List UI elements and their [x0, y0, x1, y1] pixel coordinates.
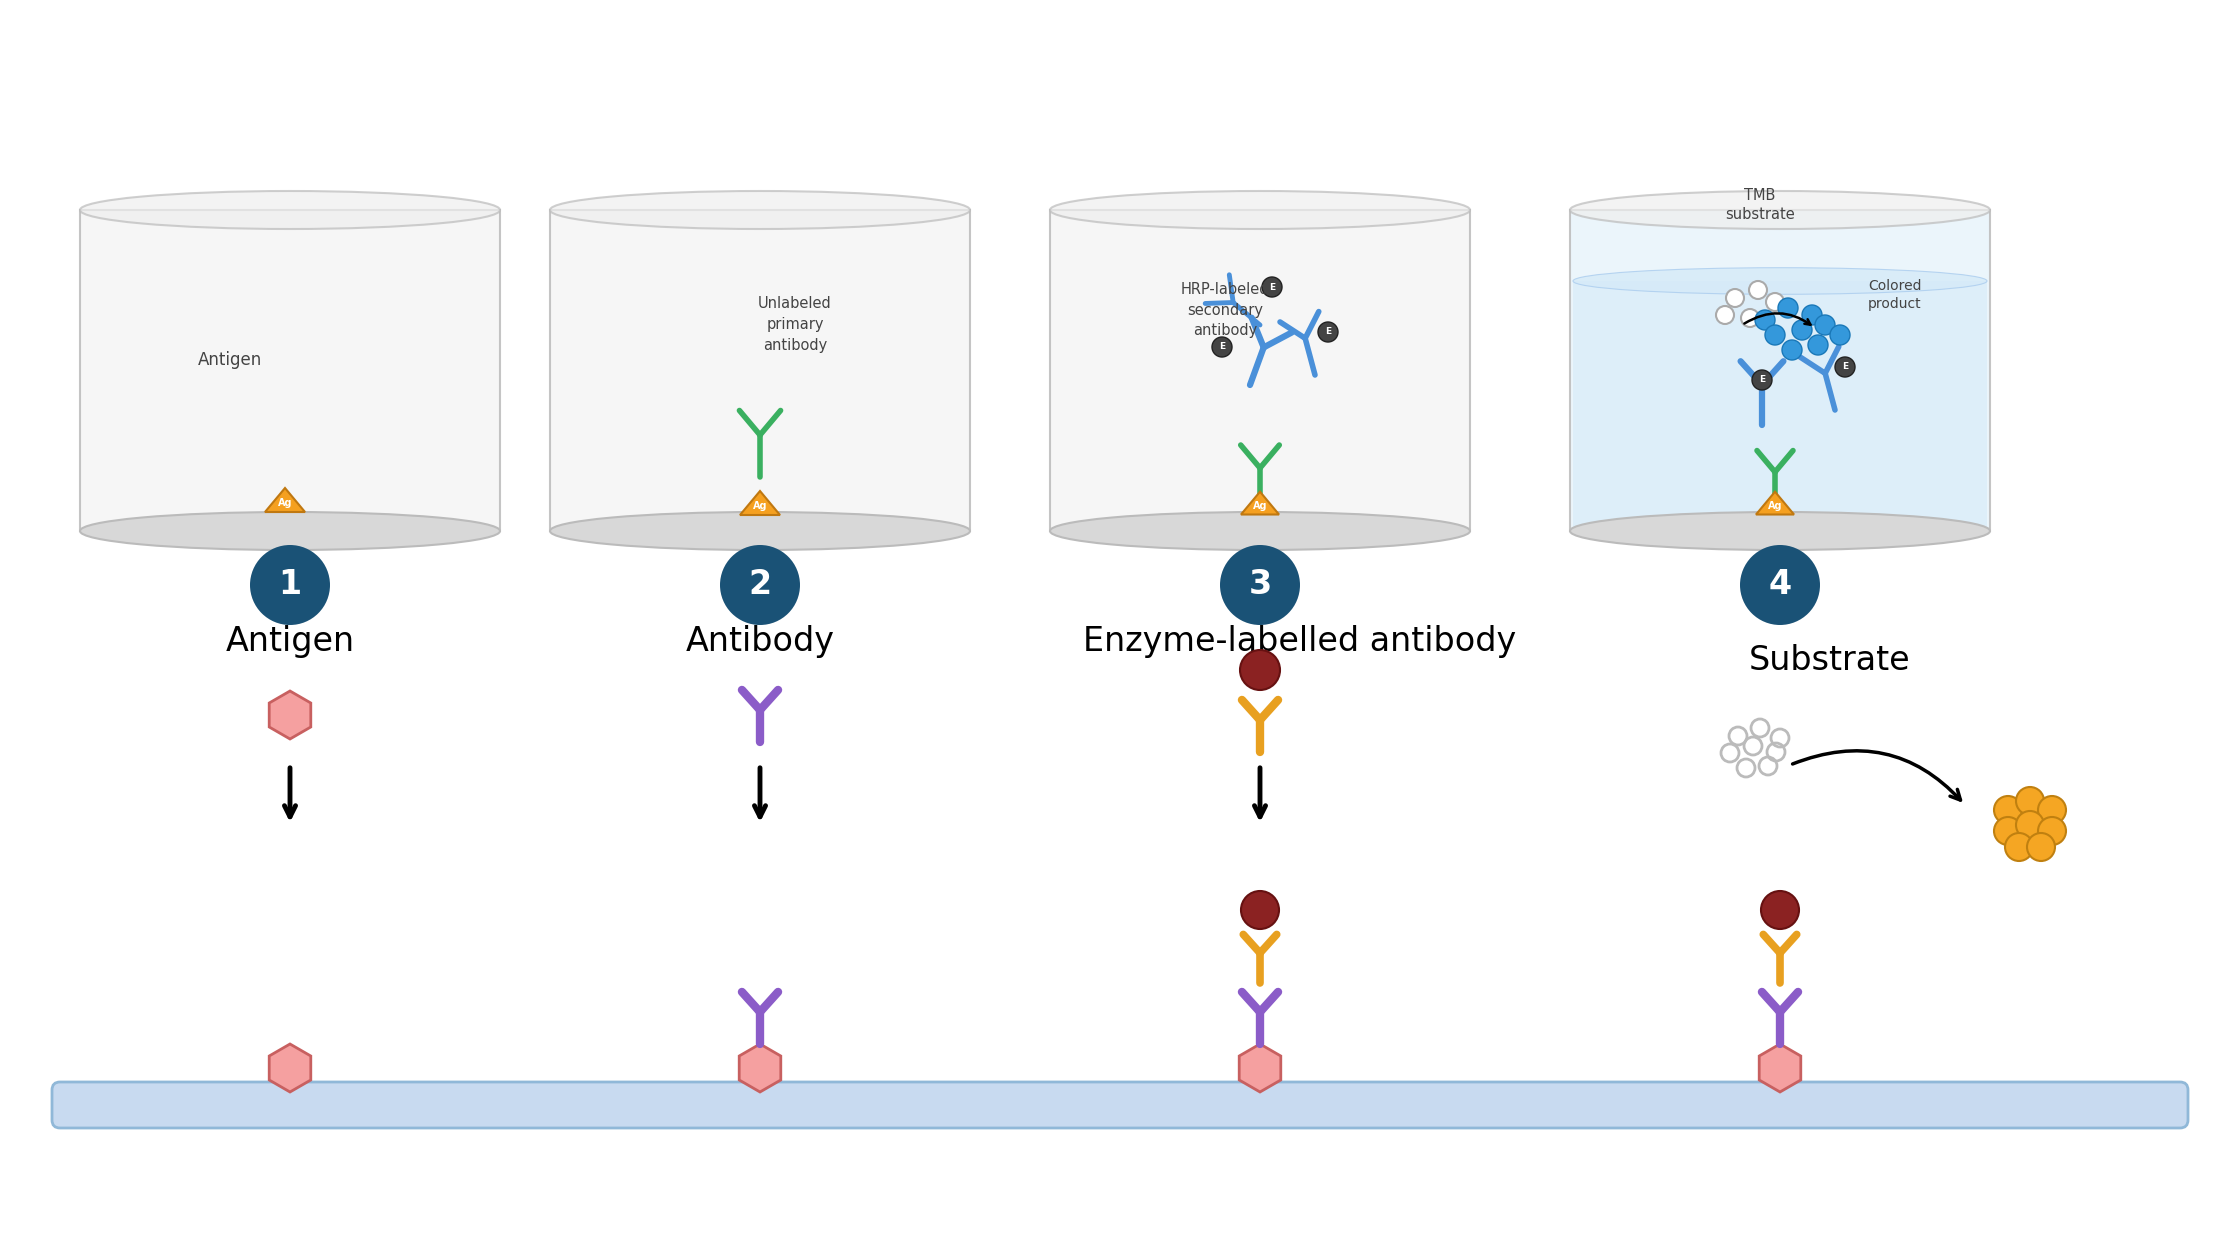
Circle shape — [1740, 546, 1819, 625]
Polygon shape — [739, 1045, 782, 1092]
Text: TMB
substrate: TMB substrate — [1725, 188, 1794, 223]
Polygon shape — [1756, 491, 1794, 514]
Circle shape — [1779, 299, 1799, 318]
Polygon shape — [269, 1045, 311, 1092]
Text: Antibody: Antibody — [685, 625, 836, 659]
Circle shape — [1783, 340, 1801, 360]
Circle shape — [1317, 323, 1337, 341]
Text: Ag: Ag — [753, 501, 768, 512]
Circle shape — [2016, 811, 2043, 839]
Circle shape — [2038, 816, 2065, 845]
Text: Antigen: Antigen — [226, 625, 354, 659]
Circle shape — [1765, 325, 1785, 345]
Circle shape — [2027, 833, 2054, 861]
Circle shape — [1221, 546, 1299, 625]
Ellipse shape — [1570, 192, 1989, 229]
Circle shape — [1241, 891, 1279, 929]
Text: E: E — [1268, 282, 1275, 291]
Circle shape — [1241, 650, 1279, 690]
Polygon shape — [1570, 210, 1989, 530]
Text: Colored
product: Colored product — [1868, 278, 1922, 311]
Ellipse shape — [551, 512, 970, 551]
Text: E: E — [1324, 328, 1331, 336]
Text: E: E — [1219, 343, 1225, 352]
Polygon shape — [1758, 1045, 1801, 1092]
Circle shape — [1994, 816, 2023, 845]
Text: 4: 4 — [1767, 568, 1792, 601]
Circle shape — [1835, 357, 1855, 377]
Polygon shape — [1239, 1045, 1281, 1092]
Text: Substrate: Substrate — [1749, 644, 1911, 677]
Circle shape — [1808, 335, 1828, 355]
Text: E: E — [1841, 363, 1848, 372]
Circle shape — [1754, 310, 1774, 330]
Circle shape — [2005, 833, 2034, 861]
Circle shape — [1727, 289, 1745, 307]
Circle shape — [1830, 325, 1850, 345]
Circle shape — [1792, 320, 1812, 340]
Text: 1: 1 — [278, 568, 302, 601]
Ellipse shape — [81, 512, 500, 551]
Polygon shape — [81, 210, 500, 530]
Ellipse shape — [1051, 192, 1469, 229]
Polygon shape — [1051, 210, 1469, 530]
Circle shape — [719, 546, 800, 625]
Ellipse shape — [1051, 512, 1469, 551]
Text: Enzyme-labelled antibody: Enzyme-labelled antibody — [1084, 625, 1516, 659]
Circle shape — [1814, 315, 1835, 335]
Polygon shape — [1572, 281, 1987, 529]
Text: 3: 3 — [1248, 568, 1272, 601]
Circle shape — [2016, 788, 2043, 815]
Circle shape — [1994, 796, 2023, 824]
Circle shape — [1761, 891, 1799, 929]
FancyBboxPatch shape — [52, 1082, 2188, 1128]
Circle shape — [1801, 305, 1821, 325]
Circle shape — [2038, 796, 2065, 824]
Polygon shape — [269, 690, 311, 740]
Text: Ag: Ag — [1252, 501, 1268, 512]
Circle shape — [251, 546, 329, 625]
Text: Antigen: Antigen — [197, 352, 262, 369]
Ellipse shape — [1570, 512, 1989, 551]
Circle shape — [1765, 294, 1783, 311]
Polygon shape — [1241, 491, 1279, 514]
Circle shape — [1740, 309, 1758, 328]
Text: Ag: Ag — [1767, 501, 1783, 512]
Circle shape — [1752, 370, 1772, 391]
Circle shape — [1212, 336, 1232, 357]
Text: Ag: Ag — [278, 498, 291, 508]
Polygon shape — [739, 491, 780, 515]
Circle shape — [1261, 277, 1281, 297]
Ellipse shape — [551, 192, 970, 229]
Text: HRP-labeled
secondary
antibody: HRP-labeled secondary antibody — [1180, 281, 1270, 339]
Circle shape — [1749, 281, 1767, 299]
Text: 2: 2 — [748, 568, 771, 601]
Ellipse shape — [81, 192, 500, 229]
Text: E: E — [1758, 375, 1765, 384]
Text: Unlabeled
primary
antibody: Unlabeled primary antibody — [757, 296, 831, 354]
Polygon shape — [264, 488, 305, 512]
Polygon shape — [551, 210, 970, 530]
Ellipse shape — [1572, 267, 1987, 295]
Circle shape — [1716, 306, 1734, 324]
